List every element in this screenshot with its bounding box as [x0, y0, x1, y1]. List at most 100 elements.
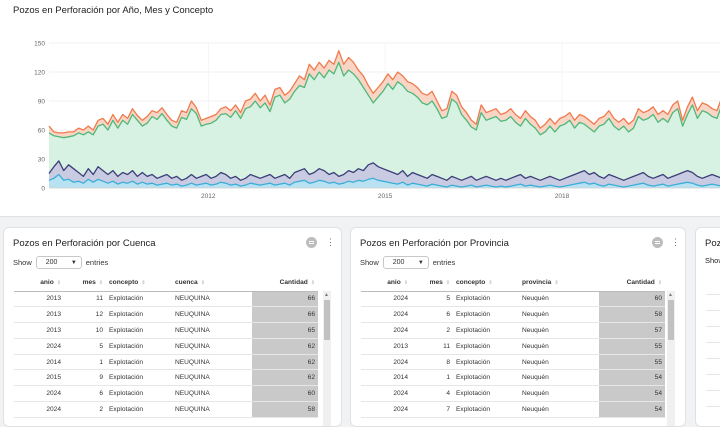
table-row[interactable]: 2013 10 Explotación NEUQUINA 65 — [14, 322, 318, 339]
cell-anio: 2024 — [361, 385, 411, 403]
cell-anio: 2014 — [14, 354, 64, 371]
area-chart[interactable]: 0 30 60 90 120 150 2012 2015 2018 — [0, 0, 720, 217]
scroll-up-arrow-icon[interactable]: ▲ — [324, 292, 329, 298]
series-otro-line[interactable] — [48, 173, 720, 188]
column-header-concepto[interactable]: concepto ⇕ — [453, 275, 519, 292]
x-tick-label: 2015 — [378, 193, 393, 200]
cell-concepto: Explotación — [453, 354, 519, 371]
column-header-mes[interactable]: mes ⇕ — [411, 275, 453, 292]
table-row[interactable]: 2024 2 Explotación NEUQUINA 58 — [14, 401, 318, 418]
divider — [706, 358, 720, 359]
y-tick-label: 30 — [38, 157, 46, 164]
scroll-thumb[interactable] — [324, 300, 330, 340]
cell-anio: 2014 — [361, 369, 411, 387]
cell-mes: 11 — [64, 291, 106, 308]
series-exploracion-line[interactable] — [48, 160, 720, 181]
table-row[interactable]: 2013 11 Explotación Neuquén 55 — [361, 338, 665, 355]
kebab-menu-icon[interactable]: ⋮ — [671, 237, 680, 247]
column-header-cantidad[interactable]: Cantidad ⇕ — [252, 275, 318, 292]
cell-concepto: Explotación — [453, 369, 519, 387]
cell-mes: 9 — [64, 369, 106, 387]
scroll-up-arrow-icon[interactable]: ▲ — [668, 292, 673, 298]
cell-mes: 10 — [64, 322, 106, 339]
y-tick-label: 90 — [38, 99, 46, 106]
table-row[interactable]: 2014 1 Explotación Neuquén 54 — [361, 369, 665, 387]
table-row[interactable]: 2024 6 Explotación Neuquén 58 — [361, 306, 665, 324]
column-header-cuenca[interactable]: cuenca ⇕ — [172, 275, 252, 292]
entries-label: entries — [432, 258, 456, 267]
table-row[interactable]: 2015 9 Explotación NEUQUINA 62 — [14, 369, 318, 387]
table-title: Pozos en Perforación por Provincia — [360, 238, 509, 249]
cell-cantidad: 62 — [252, 369, 318, 387]
table-scrollbar[interactable]: ▲ — [667, 291, 675, 426]
filter-menu-icon[interactable] — [652, 237, 663, 248]
sort-icon: ⇕ — [98, 280, 103, 287]
cell-mes: 6 — [64, 385, 106, 403]
table-row[interactable]: 2024 6 Explotación NEUQUINA 60 — [14, 385, 318, 403]
cell-concepto: Explotación — [453, 291, 519, 308]
cell-mes: 5 — [411, 291, 453, 308]
table-scrollbar[interactable]: ▲ — [323, 291, 331, 426]
table-row[interactable]: 2013 11 Explotación NEUQUINA 66 — [14, 291, 318, 308]
cell-cantidad: 62 — [252, 338, 318, 355]
table-row[interactable]: 2024 7 Explotación Neuquén 54 — [361, 401, 665, 418]
cell-concepto: Explotación — [106, 306, 172, 324]
cell-anio: 2024 — [14, 401, 64, 418]
sort-icon: ⇕ — [56, 280, 61, 287]
cell-concepto: Explotación — [106, 291, 172, 308]
table-row[interactable]: 2013 12 Explotación NEUQUINA 66 — [14, 306, 318, 324]
entries-select[interactable]: 200 ▼ — [382, 256, 429, 269]
cell-anio: 2013 — [14, 322, 64, 339]
entries-select-value: 200 — [392, 259, 405, 266]
divider — [706, 294, 720, 295]
divider — [706, 326, 720, 327]
column-header-anio[interactable]: anio ⇕ — [14, 275, 64, 292]
column-header-concepto[interactable]: concepto ⇕ — [106, 275, 172, 292]
cell-cantidad: 54 — [599, 401, 665, 418]
cell-concepto: Explotación — [106, 401, 172, 418]
y-tick-label: 150 — [34, 41, 45, 48]
kebab-menu-icon[interactable]: ⋮ — [326, 237, 335, 247]
table-row[interactable]: 2014 1 Explotación NEUQUINA 62 — [14, 354, 318, 371]
table-row[interactable]: 2024 2 Explotación Neuquén 57 — [361, 322, 665, 339]
cell-anio: 2013 — [14, 306, 64, 324]
column-header-cantidad[interactable]: Cantidad ⇕ — [599, 275, 665, 292]
sort-icon: ⇕ — [310, 280, 315, 287]
cell-anio: 2024 — [14, 338, 64, 355]
sort-icon: ⇕ — [403, 280, 408, 287]
entries-control: Show 200 ▼ entries — [13, 256, 108, 269]
cell-provincia: Neuquén — [519, 291, 599, 308]
cell-anio: 2015 — [14, 369, 64, 387]
cell-cuenca: NEUQUINA — [172, 306, 252, 324]
table-row[interactable]: 2024 8 Explotación Neuquén 55 — [361, 354, 665, 371]
table-row[interactable]: 2024 5 Explotación Neuquén 60 — [361, 291, 665, 308]
series-total-line[interactable] — [48, 50, 720, 134]
cell-provincia: Neuquén — [519, 338, 599, 355]
series-explotacion-line[interactable] — [48, 61, 720, 139]
sort-icon: ⇕ — [554, 280, 559, 287]
table-card-partial: Poz Show a — [695, 227, 720, 427]
table-row[interactable]: 2024 4 Explotación Neuquén 54 — [361, 385, 665, 403]
table-row[interactable]: 2024 5 Explotación NEUQUINA 62 — [14, 338, 318, 355]
column-header-anio[interactable]: anio ⇕ — [361, 275, 411, 292]
cell-mes: 8 — [411, 354, 453, 371]
cell-mes: 4 — [411, 385, 453, 403]
table-card-cuenca: Pozos en Perforación por Cuenca ⋮ Show 2… — [3, 227, 342, 427]
cell-provincia: Neuquén — [519, 385, 599, 403]
cell-anio: 2024 — [361, 291, 411, 308]
cell-cantidad: 55 — [599, 354, 665, 371]
entries-select[interactable]: 200 ▼ — [35, 256, 82, 269]
chevron-down-icon: ▼ — [70, 259, 77, 266]
filter-menu-icon[interactable] — [306, 237, 317, 248]
scroll-thumb[interactable] — [668, 300, 674, 340]
cell-provincia: Neuquén — [519, 354, 599, 371]
column-header-mes[interactable]: mes ⇕ — [64, 275, 106, 292]
cell-provincia: Neuquén — [519, 306, 599, 324]
table-title: Pozos en Perforación por Cuenca — [13, 238, 156, 249]
cell-concepto: Explotación — [106, 322, 172, 339]
x-tick-label: 2012 — [201, 193, 216, 200]
cell-concepto: Explotación — [453, 385, 519, 403]
sort-icon: ⇕ — [200, 280, 205, 287]
cell-anio: 2024 — [14, 385, 64, 403]
column-header-provincia[interactable]: provincia ⇕ — [519, 275, 599, 292]
